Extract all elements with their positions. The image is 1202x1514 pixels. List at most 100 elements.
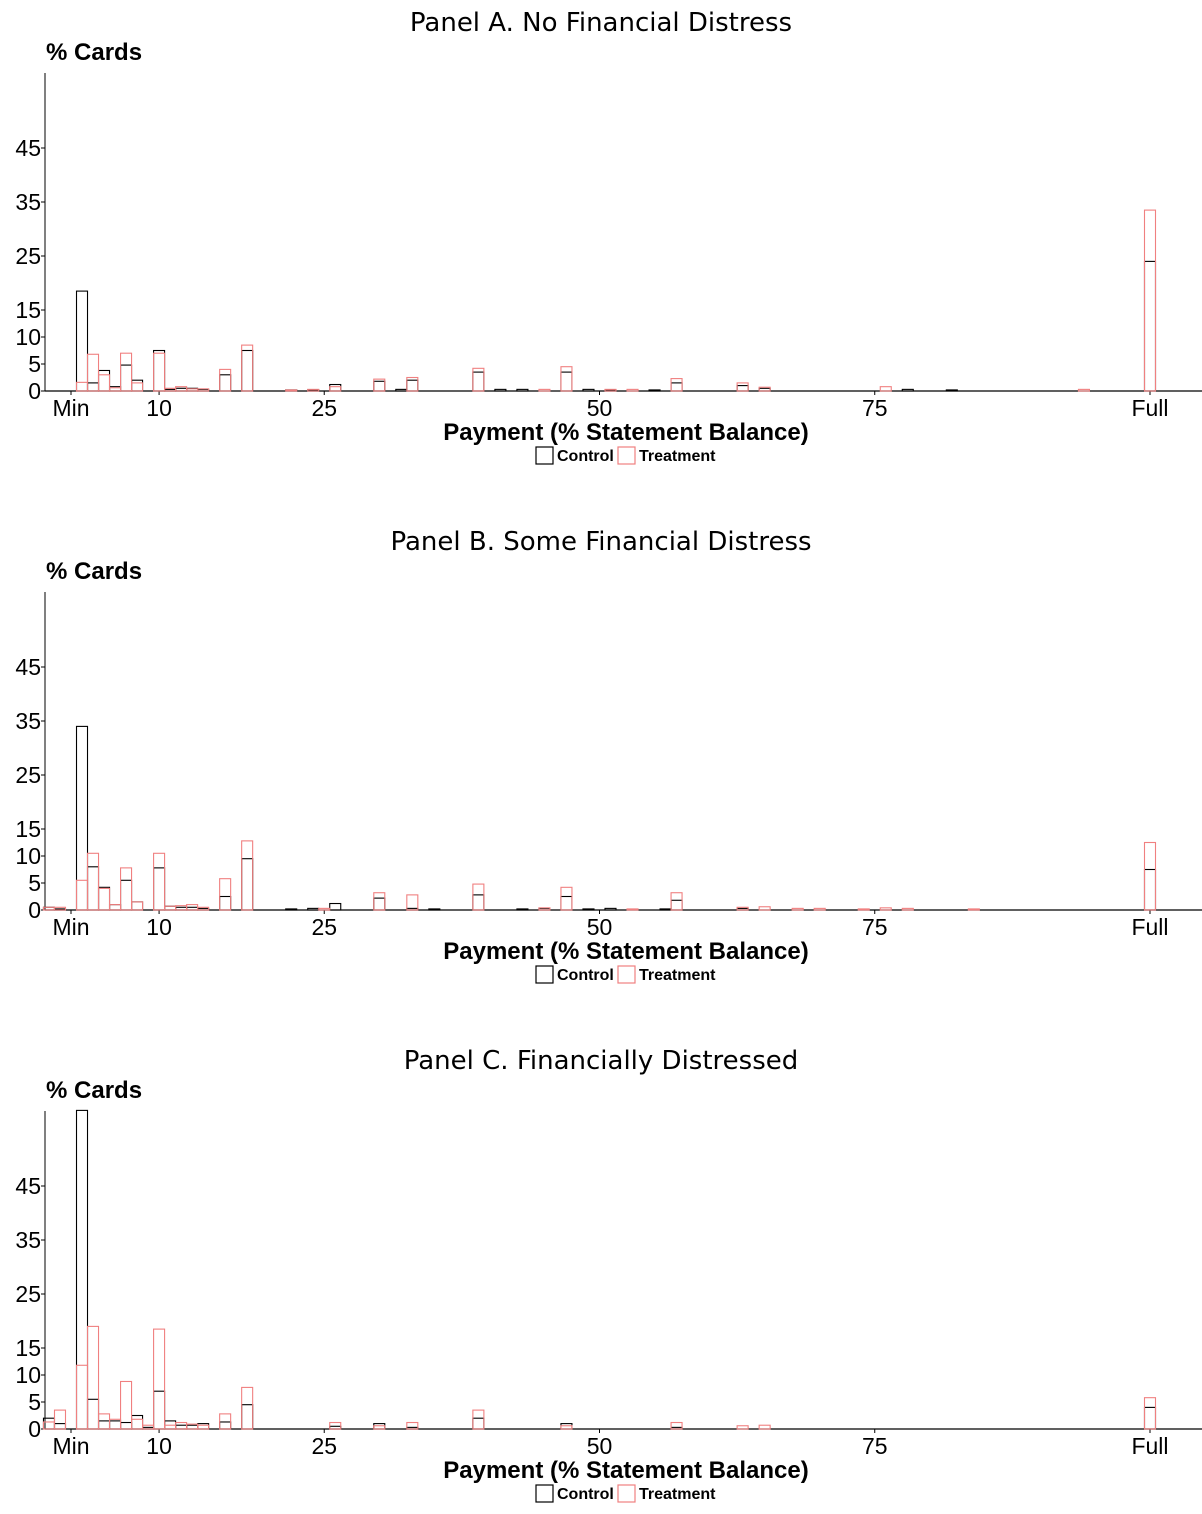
bar-treatment — [879, 907, 892, 911]
bar-control — [53, 1423, 67, 1430]
x-tick-label: 25 — [311, 395, 337, 421]
series-treatment — [42, 1325, 1157, 1430]
bar-treatment — [219, 368, 232, 392]
y-tick-label: 25 — [15, 762, 41, 788]
y-tick-label: 35 — [15, 189, 41, 215]
x-tick-label: Min — [52, 1433, 89, 1459]
x-tick-label: 75 — [862, 1433, 888, 1459]
bar-treatment — [131, 382, 144, 392]
bar-control — [307, 907, 320, 911]
bar-treatment — [736, 906, 749, 911]
y-tick-label: 5 — [28, 870, 41, 896]
bar-control — [329, 902, 342, 911]
y-axis-label: % Cards — [46, 1077, 142, 1104]
bar-control — [736, 385, 749, 392]
bar-control — [285, 908, 298, 911]
y-tick-label: 5 — [28, 1389, 41, 1415]
legend-swatch-control — [535, 1484, 554, 1503]
bar-treatment — [472, 883, 485, 911]
bar-treatment — [472, 367, 485, 392]
bar-control — [428, 908, 441, 911]
bar-control — [560, 895, 573, 911]
bar-control — [75, 290, 89, 392]
y-tick-label: 10 — [15, 843, 41, 869]
x-tick-label: Min — [52, 914, 89, 940]
bar-control — [197, 1423, 210, 1430]
y-tick-label: 5 — [28, 351, 41, 377]
panel-title: Panel C. Financially Distressed — [404, 1046, 799, 1076]
x-tick-label: 10 — [146, 395, 172, 421]
legend: Control Treatment — [535, 965, 716, 984]
y-tick-label: 0 — [28, 1416, 41, 1442]
x-tick-label: 75 — [862, 395, 888, 421]
bar-treatment — [197, 906, 210, 911]
bar-treatment — [1143, 841, 1157, 911]
bar-treatment — [406, 1421, 419, 1430]
legend: Control Treatment — [535, 446, 716, 465]
bar-treatment — [120, 1380, 133, 1430]
x-tick-label: 50 — [587, 395, 613, 421]
bar-treatment — [219, 878, 232, 911]
bar-control — [131, 379, 144, 392]
bar-treatment — [758, 906, 771, 911]
y-axis-label: % Cards — [46, 39, 142, 66]
bar-treatment — [626, 908, 639, 911]
bar-treatment — [670, 378, 683, 392]
bar-control — [1143, 1406, 1157, 1430]
bar-treatment — [373, 892, 386, 911]
bar-treatment — [901, 907, 914, 911]
bar-control — [97, 1420, 111, 1430]
panel-title: Panel B. Some Financial Distress — [390, 527, 811, 557]
bar-control — [670, 382, 683, 392]
bar-treatment — [626, 388, 639, 392]
legend-label-control: Control — [557, 448, 614, 465]
bar-control — [120, 879, 133, 911]
bar-control — [901, 388, 914, 392]
panel-1: Panel B. Some Financial Distress % Cards 0… — [15, 527, 1202, 984]
bar-treatment — [153, 352, 166, 392]
bar-treatment — [285, 389, 298, 392]
bar-treatment — [736, 382, 749, 392]
bar-treatment — [329, 1421, 342, 1430]
bar-treatment — [197, 388, 210, 392]
series-treatment — [75, 209, 1157, 392]
panel-2: Panel C. Financially Distressed% Cards05… — [15, 1046, 1202, 1503]
bar-treatment — [967, 908, 980, 911]
bar-control — [75, 1109, 89, 1430]
bar-control — [219, 374, 232, 392]
panel-title: Panel A. No Financial Distress — [410, 8, 792, 38]
bar-treatment — [857, 908, 870, 911]
bar-control — [516, 908, 529, 911]
series-control — [75, 260, 1157, 392]
x-axis-label: Payment (% Statement Balance) — [443, 1457, 808, 1484]
y-tick-label: 35 — [15, 708, 41, 734]
bar-treatment — [538, 388, 551, 392]
bar-control — [241, 349, 254, 392]
bar-treatment — [736, 1425, 749, 1430]
bar-treatment — [1077, 388, 1090, 392]
bar-control — [131, 901, 144, 911]
bar-control — [472, 371, 485, 392]
legend-label-treatment: Treatment — [639, 448, 716, 465]
bar-control — [241, 1404, 254, 1430]
x-tick-label: 10 — [146, 914, 172, 940]
bar-control — [86, 1398, 100, 1430]
x-tick-label: 50 — [587, 1433, 613, 1459]
bar-treatment — [1143, 1397, 1157, 1430]
bar-control — [582, 388, 595, 392]
bar-treatment — [241, 344, 254, 392]
legend-swatch-control — [535, 446, 554, 465]
bar-control — [560, 371, 573, 392]
bar-treatment — [560, 886, 573, 911]
bar-treatment — [120, 867, 133, 911]
bar-control — [153, 867, 166, 911]
bar-treatment — [186, 388, 199, 392]
panel-0: Panel A. No Financial Distress % Cards 05 1… — [15, 8, 1202, 465]
y-tick-label: 0 — [28, 378, 41, 404]
bar-control — [494, 388, 507, 392]
bar-treatment — [406, 376, 419, 392]
bar-control — [153, 349, 166, 392]
series-control — [42, 1109, 1157, 1430]
bar-treatment — [108, 387, 122, 392]
